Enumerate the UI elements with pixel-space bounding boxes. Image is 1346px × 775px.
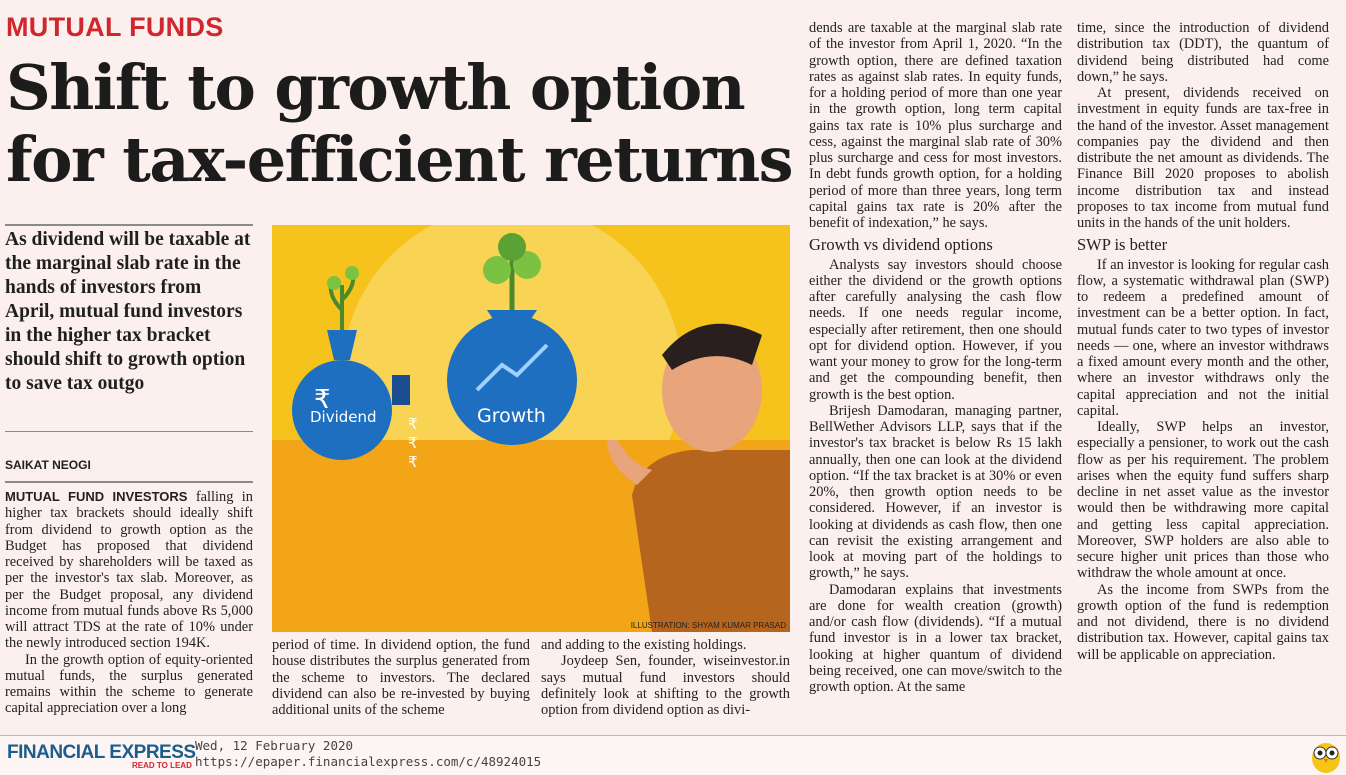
paragraph: In the growth option of equity-oriented … xyxy=(5,651,253,717)
divider xyxy=(5,224,253,226)
owl-icon[interactable] xyxy=(1310,738,1342,774)
subheading: Growth vs dividend options xyxy=(809,235,993,255)
lead-in: MUTUAL FUND INVESTORS xyxy=(5,489,188,504)
paragraph: If an investor is looking for regular ca… xyxy=(1077,256,1329,419)
url-link[interactable]: https://epaper.financialexpress.com/c/48… xyxy=(195,754,542,769)
subheading: SWP is better xyxy=(1077,235,1168,255)
divider xyxy=(5,481,253,483)
column-1: MUTUAL FUND INVESTORS falling in higher … xyxy=(5,489,253,717)
divider xyxy=(5,431,253,432)
illustration-credit: ILLUSTRATION: SHYAM KUMAR PRASAD xyxy=(630,621,786,630)
rupee-coins: ₹ ₹ ₹ xyxy=(408,415,418,471)
paragraph: Analysts say investors should choose eit… xyxy=(809,256,1062,403)
paragraph: Damodaran explains that investments are … xyxy=(809,581,1062,696)
paragraph: and adding to the existing holdings. xyxy=(541,637,747,653)
financial-express-logo[interactable]: FINANCIAL EXPRESS xyxy=(7,742,196,763)
column-3: and adding to the existing holdings. Joy… xyxy=(541,637,790,718)
paragraph: At present, dividends received on invest… xyxy=(1077,85,1329,231)
paragraph: period of time. In dividend option, the … xyxy=(272,637,530,718)
date: Wed, 12 February 2020 xyxy=(195,738,354,753)
footer: FINANCIAL EXPRESS READ TO LEAD Wed, 12 F… xyxy=(0,735,1346,775)
deck: As dividend will be taxable at the margi… xyxy=(5,229,251,394)
column-4: dends are taxable at the marginal slab r… xyxy=(809,20,1062,695)
byline: SAIKAT NEOGI xyxy=(5,458,91,472)
paragraph: time, since the introduction of dividend… xyxy=(1077,20,1329,85)
column-5: time, since the introduction of dividend… xyxy=(1077,20,1329,663)
column-2: period of time. In dividend option, the … xyxy=(272,637,530,718)
paragraph: Ideally, SWP helps an investor, especial… xyxy=(1077,419,1329,582)
clip-meta: Wed, 12 February 2020 https://epaper.fin… xyxy=(195,738,541,770)
rupee-symbol: ₹ xyxy=(314,385,331,415)
growth-label: Growth xyxy=(477,405,546,427)
dividend-label: Dividend xyxy=(310,408,377,426)
headline: Shift to growth option for tax-efficient… xyxy=(6,51,794,196)
paragraph: Joydeep Sen, founder, wiseinvestor.in sa… xyxy=(541,653,790,718)
section-label: MUTUAL FUNDS xyxy=(6,12,224,42)
illustration: ₹ Dividend Growth ₹ ₹ ₹ ILLUSTRATION: SHYA… xyxy=(272,205,790,632)
tagline: READ TO LEAD xyxy=(132,761,192,770)
paragraph: falling in higher tax brackets should id… xyxy=(5,489,253,652)
paragraph: dends are taxable at the marginal slab r… xyxy=(809,20,1062,231)
paragraph: As the income from SWPs from the growth … xyxy=(1077,581,1329,663)
paragraph: Brijesh Damodaran, managing partner, Bel… xyxy=(809,402,1062,582)
